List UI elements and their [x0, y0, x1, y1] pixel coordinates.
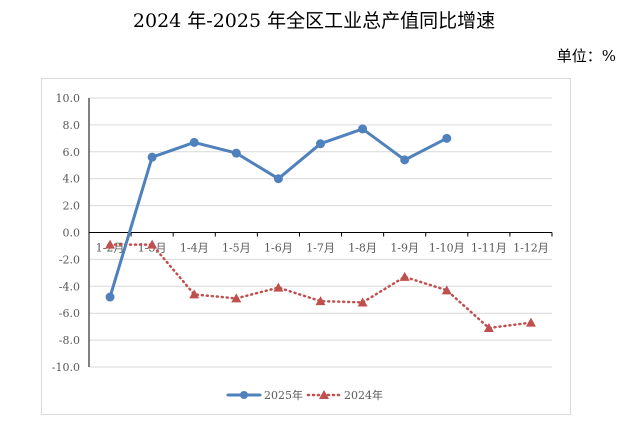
data-point-2025年	[189, 137, 199, 147]
data-point-2025年	[442, 133, 452, 143]
y-tick-label: 4.0	[63, 173, 81, 186]
x-tick-label: 1-11月	[471, 242, 507, 255]
data-point-2025年	[400, 155, 410, 165]
data-point-2024年	[189, 289, 200, 299]
data-point-2024年	[441, 285, 452, 295]
y-tick-label: 6.0	[63, 146, 81, 159]
legend-marker-2025年	[240, 391, 248, 399]
data-point-2024年	[315, 296, 326, 306]
chart-title: 2024 年-2025 年全区工业总产值同比增速	[132, 10, 496, 32]
data-point-2024年	[105, 239, 116, 249]
legend-marker-2024年	[319, 390, 329, 399]
x-tick-label: 1-8月	[348, 242, 377, 255]
data-point-2024年	[483, 322, 494, 332]
y-tick-label: -10.0	[52, 361, 80, 374]
data-point-2024年	[525, 317, 536, 327]
data-point-2024年	[273, 282, 284, 292]
y-tick-label: -2.0	[59, 253, 80, 266]
x-tick-label: 1-7月	[306, 242, 335, 255]
x-tick-label: 1-5月	[222, 242, 251, 255]
x-tick-label: 1-9月	[390, 242, 419, 255]
data-point-2024年	[147, 239, 158, 249]
x-tick-label: 1-6月	[264, 242, 293, 255]
y-tick-label: 2.0	[63, 200, 81, 213]
y-tick-label: -6.0	[59, 307, 80, 320]
data-point-2025年	[147, 152, 157, 162]
data-point-2024年	[399, 271, 410, 281]
y-tick-label: -4.0	[59, 280, 80, 293]
x-tick-label: 1-10月	[429, 242, 465, 255]
chart-frame	[41, 78, 571, 415]
data-point-2025年	[358, 124, 368, 134]
x-tick-label: 1-4月	[180, 242, 209, 255]
data-point-2025年	[273, 174, 283, 184]
data-point-2025年	[316, 139, 325, 149]
data-point-2024年	[231, 293, 242, 303]
data-point-2025年	[231, 148, 241, 158]
y-tick-label: 0.0	[63, 227, 81, 240]
y-tick-label: 10.0	[56, 92, 81, 105]
x-tick-label: 1-12月	[513, 242, 549, 255]
unit-label: 单位：%	[556, 47, 616, 65]
data-point-2024年	[357, 297, 368, 307]
series-line-2024年	[108, 243, 533, 330]
data-point-2025年	[105, 292, 115, 302]
y-tick-label: 8.0	[63, 119, 81, 132]
y-tick-label: -8.0	[59, 334, 80, 347]
legend-label: 2025年	[264, 388, 303, 402]
legend-label: 2024年	[344, 388, 383, 402]
